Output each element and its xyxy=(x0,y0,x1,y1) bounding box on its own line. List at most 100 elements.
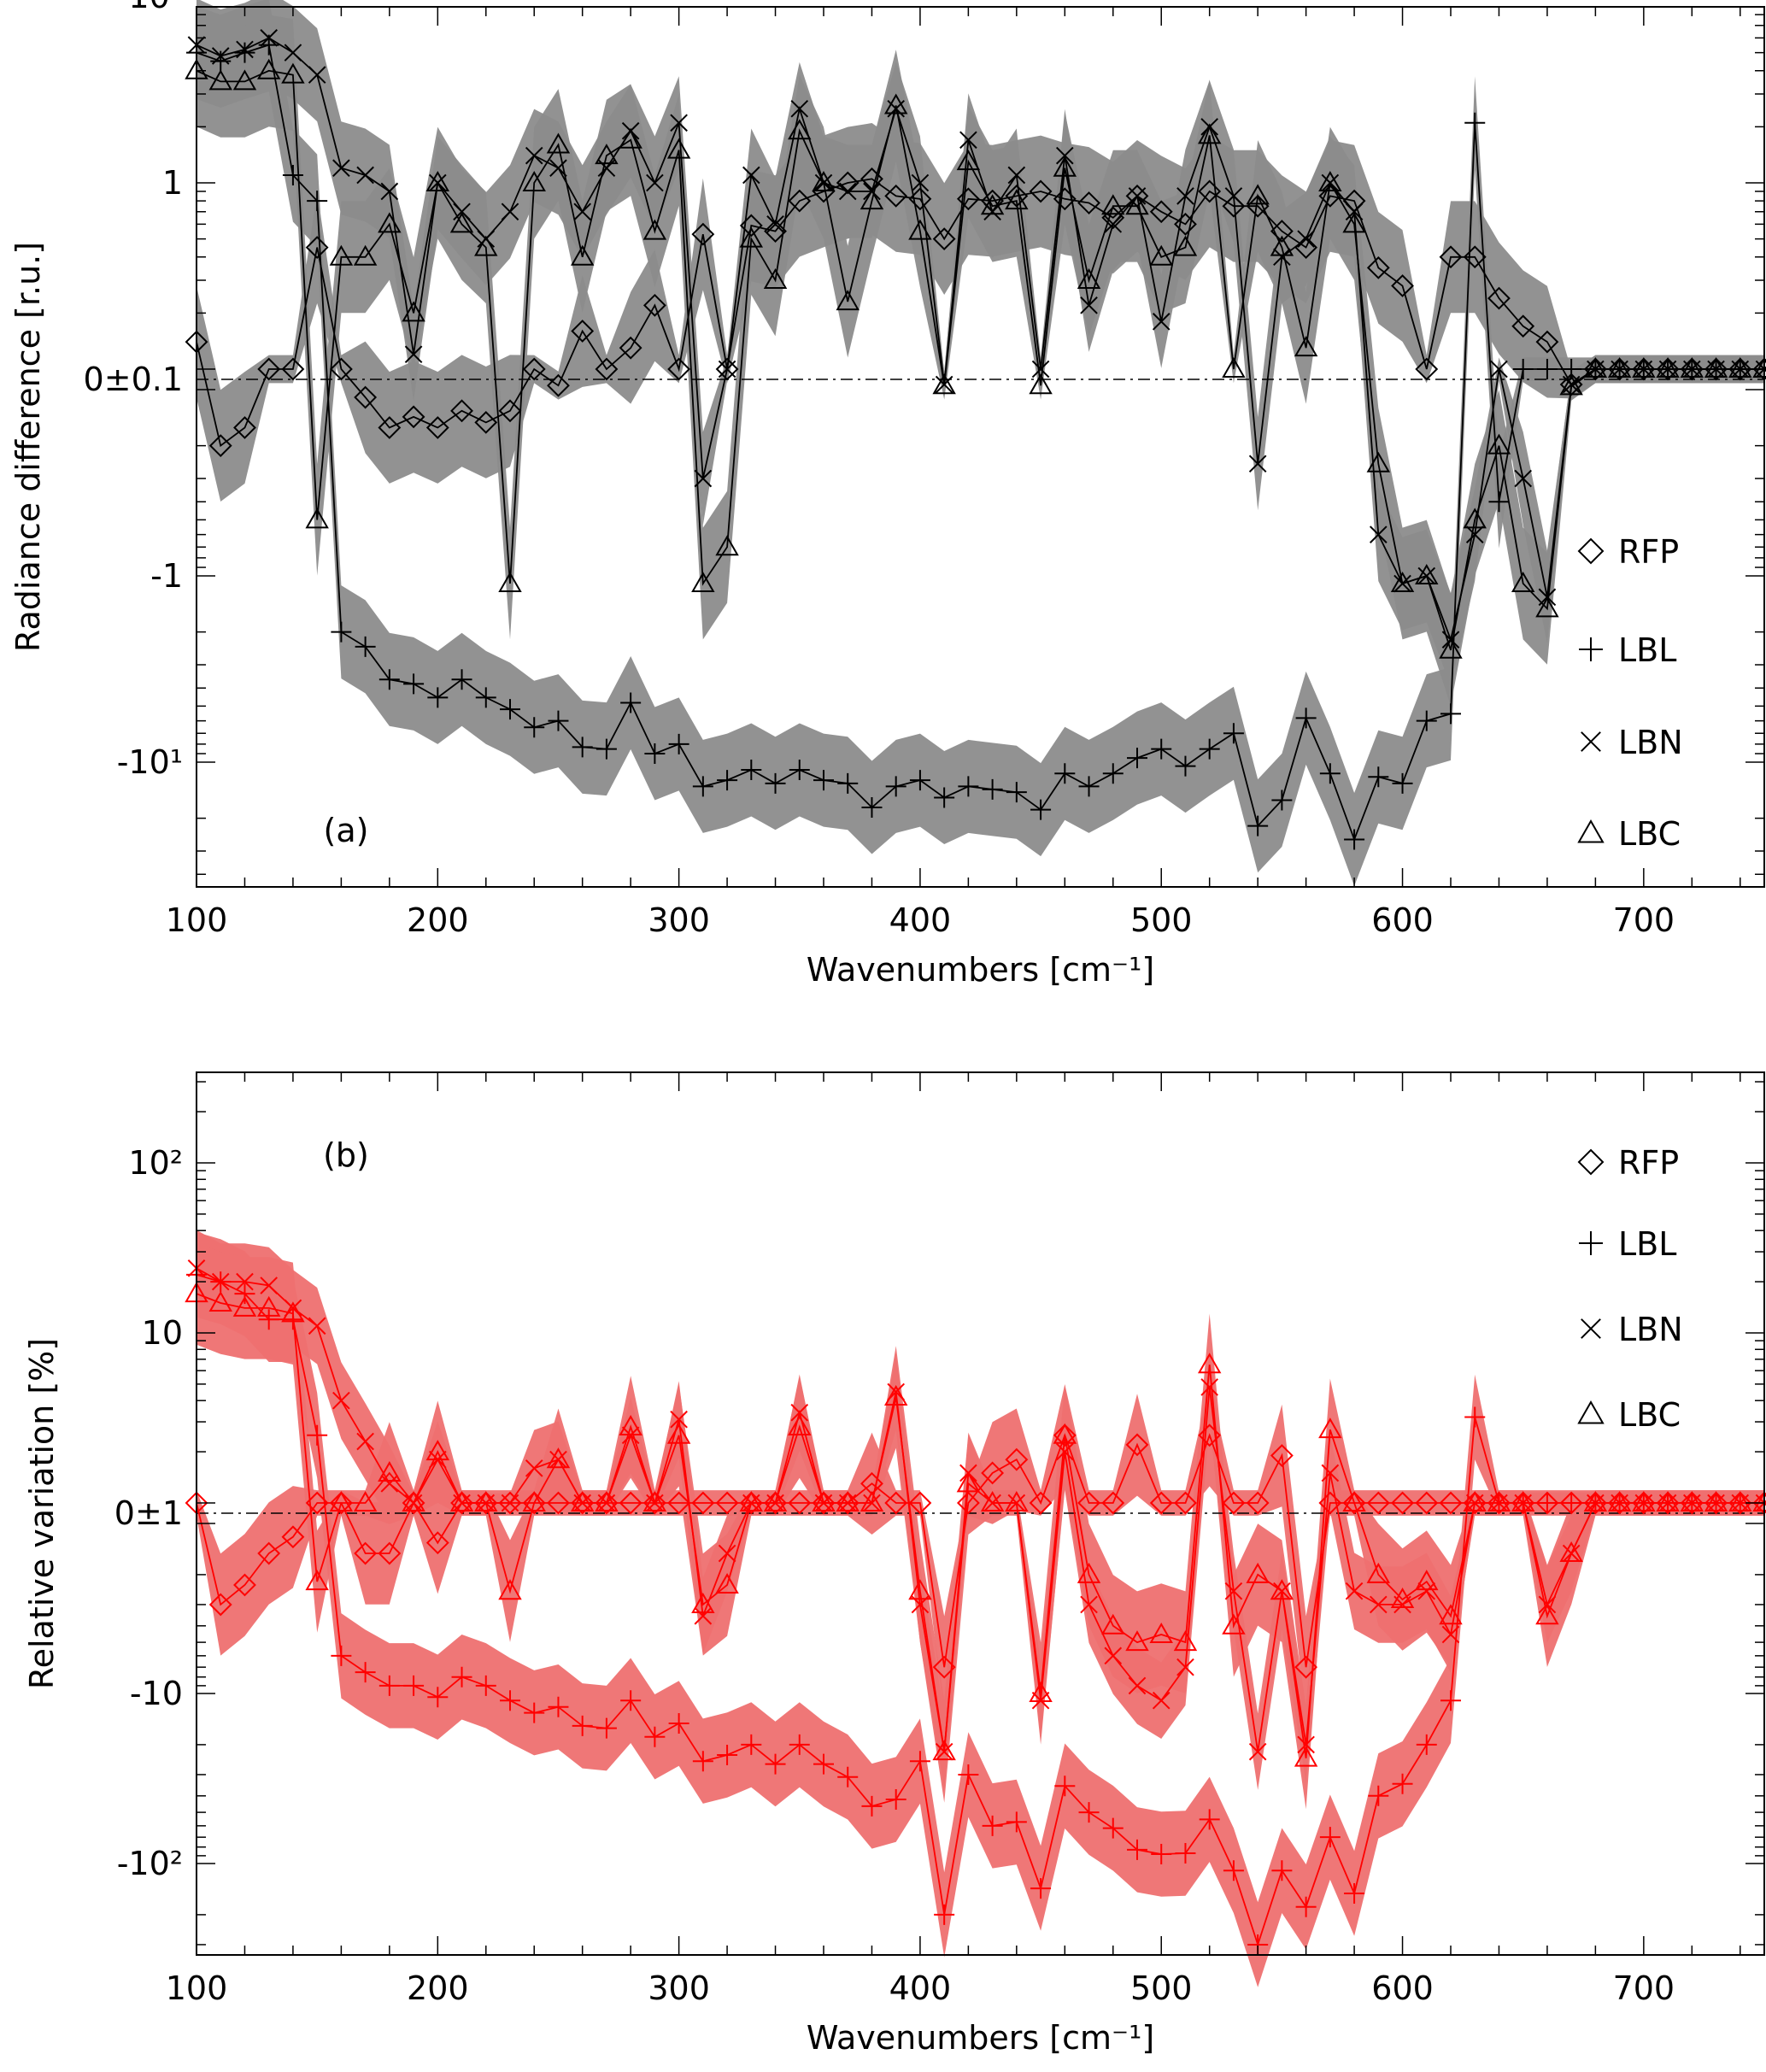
panel-a-point-lbl xyxy=(934,787,955,808)
panel-b-legend-label-rfp: RFP xyxy=(1618,1144,1679,1182)
panel-a-point-lbn xyxy=(573,203,591,221)
panel-b-x-tick-label: 200 xyxy=(407,1969,469,2007)
panel-a-point-rfp xyxy=(1463,245,1487,269)
panel-a-point-lbl xyxy=(1223,723,1244,744)
panel-b-point-rfp xyxy=(402,1491,425,1515)
panel-b-point-lbl xyxy=(596,1717,617,1739)
panel-a-point-lbc xyxy=(208,69,232,91)
panel-a-point-lbl xyxy=(1512,359,1534,379)
panel-b-point-lbc xyxy=(1053,1423,1077,1444)
panel-a-point-lbn xyxy=(404,345,423,364)
panel-a-point-lbl xyxy=(982,778,1003,800)
panel-b-point-rfp xyxy=(450,1491,473,1515)
panel-a-point-lbl xyxy=(644,743,666,765)
panel-a-y-tick-label: 1 xyxy=(162,164,183,202)
panel-a-point-lbn xyxy=(1152,313,1170,331)
panel-a-point-lbc xyxy=(1149,244,1173,266)
panel-a-point-lbc xyxy=(908,219,932,240)
panel-a-point-lbn xyxy=(356,166,374,185)
panel-a-point-lbn xyxy=(332,159,350,178)
panel-a-point-rfp xyxy=(1535,330,1559,354)
panel-a-x-tick-label: 200 xyxy=(407,901,469,939)
panel-a-point-lbc xyxy=(1318,170,1342,191)
panel-a-point-lbn xyxy=(1007,166,1026,185)
panel-b-point-lbl xyxy=(765,1753,786,1775)
panel-b-point-lbl xyxy=(1368,1785,1389,1806)
panel-b-point-lbl xyxy=(378,1675,400,1696)
panel-b-point-lbc xyxy=(546,1447,571,1469)
panel-b-point-lbc xyxy=(1487,1490,1511,1511)
panel-a-point-lbc xyxy=(425,170,450,191)
panel-a-point-lbc xyxy=(1632,356,1656,378)
panel-a-point-lbc xyxy=(883,93,908,114)
panel-b-point-lbc xyxy=(329,1490,354,1511)
panel-b-point-lbc xyxy=(208,1290,232,1312)
panel-a-point-lbl xyxy=(500,699,520,720)
panel-b-point-lbc xyxy=(1294,1746,1318,1767)
panel-a-point-rfp xyxy=(402,405,425,429)
panel-a-point-lbn xyxy=(1514,469,1532,488)
panel-b-point-rfp xyxy=(619,1491,642,1515)
panel-a-line-lbc xyxy=(196,69,1764,651)
panel-a-point-lbc xyxy=(980,194,1005,215)
panel-b-y-tick-label: -10 xyxy=(130,1675,183,1712)
panel-a-point-rfp xyxy=(1366,255,1390,279)
panel-b-point-lbl xyxy=(1030,1878,1052,1899)
panel-b-point-lbl xyxy=(958,1764,979,1785)
panel-a-point-lbc xyxy=(353,244,378,266)
panel-b-point-lbl xyxy=(1078,1802,1100,1823)
panel-a-point-rfp xyxy=(354,385,378,409)
panel-a-point-lbc xyxy=(763,267,788,289)
panel-b-point-lbc xyxy=(570,1490,595,1511)
panel-b-point-lbc xyxy=(1728,1490,1752,1511)
panel-b-point-lbc xyxy=(1415,1570,1439,1591)
panel-b-line-lbl xyxy=(196,1274,1764,1947)
panel-b-point-lbc xyxy=(666,1423,691,1444)
panel-a-point-rfp xyxy=(378,416,402,439)
panel-a-point-lbl xyxy=(1151,738,1172,760)
panel-a-point-lbn xyxy=(1080,296,1098,314)
panel-a-point-lbc xyxy=(402,301,425,322)
panel-b-point-rfp xyxy=(257,1541,281,1565)
panel-a-point-rfp xyxy=(425,416,449,439)
panel-b-point-lbn xyxy=(211,1272,230,1291)
panel-a-point-rfp xyxy=(619,336,642,360)
panel-a-point-lbn xyxy=(501,203,519,221)
panel-b-x-tick-label: 600 xyxy=(1371,1969,1434,2007)
panel-b-point-lbl xyxy=(524,1702,545,1723)
panel-a-point-rfp xyxy=(450,399,473,423)
panel-a-line-rfp xyxy=(196,178,1764,448)
panel-a-point-lbl xyxy=(378,669,400,690)
panel-b-point-rfp xyxy=(667,1491,691,1515)
panel-a-point-lbl xyxy=(234,42,255,63)
panel-a-point-lbn xyxy=(1248,455,1267,473)
panel-a-point-lbl xyxy=(210,50,232,72)
panel-a-point-lbl xyxy=(741,760,762,781)
panel-b-point-lbc xyxy=(715,1572,739,1594)
panel-a-point-rfp xyxy=(281,357,305,381)
panel-a-point-rfp xyxy=(571,320,595,343)
panel-a-point-lbc xyxy=(1342,212,1366,233)
panel-a-series xyxy=(185,29,1766,850)
panel-a-point-rfp xyxy=(1439,245,1463,269)
panel-a-point-lbn xyxy=(1224,187,1243,205)
panel-b-point-lbl xyxy=(403,1675,425,1696)
panel-a-point-rfp xyxy=(812,179,836,203)
panel-b-point-rfp xyxy=(522,1491,546,1515)
panel-b-point-lbl xyxy=(451,1666,472,1688)
panel-b-point-lbc xyxy=(1149,1622,1173,1643)
panel-a-point-rfp xyxy=(257,357,281,381)
panel-b-point-lbl xyxy=(355,1662,376,1683)
panel-a-point-lbl xyxy=(789,760,810,781)
panel-b-point-lbc xyxy=(619,1414,642,1436)
panel-b-band-lbl xyxy=(197,1232,1764,1987)
panel-a-point-lbc xyxy=(1607,356,1632,378)
panel-b-point-rfp xyxy=(981,1461,1005,1485)
panel-a-point-lbc xyxy=(619,127,642,149)
panel-b-point-lbc xyxy=(1342,1490,1366,1511)
panel-a-point-lbc xyxy=(378,212,402,233)
panel-b-y-axis-label: Relative variation [%] xyxy=(23,1338,61,1689)
panel-a-legend-marker-lbn xyxy=(1581,731,1601,752)
panel-a-legend-label-lbl: LBL xyxy=(1618,631,1676,669)
panel-b-point-lbl xyxy=(1440,1690,1461,1711)
